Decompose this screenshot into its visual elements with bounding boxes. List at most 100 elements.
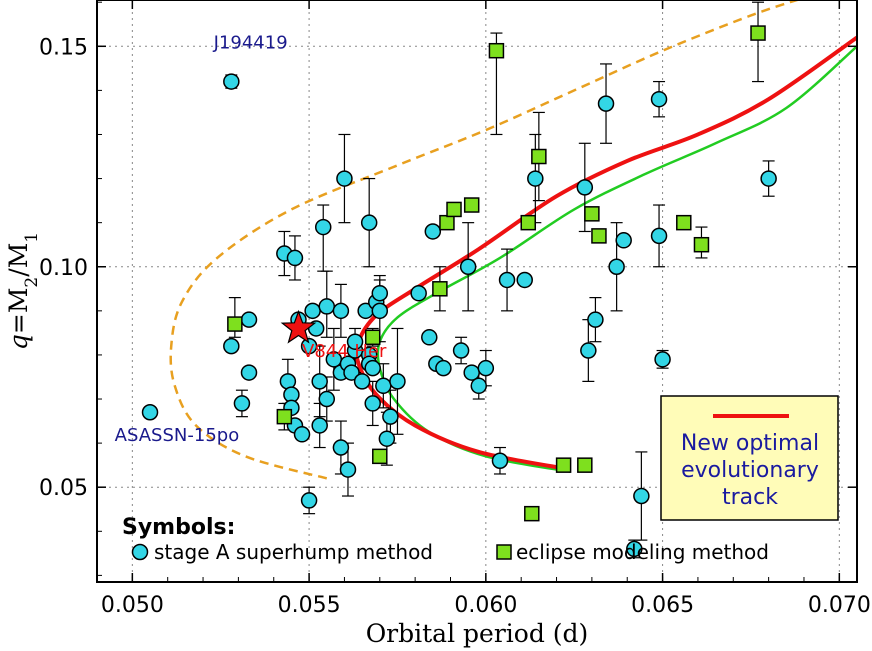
superhump-point [633,487,650,505]
superhump-point [389,373,406,390]
v844-her-star [280,309,317,344]
superhump-point [410,284,427,302]
annotation-label: V844 Her [302,341,387,362]
superhump-point [580,342,597,359]
superhump-point [293,426,311,443]
superhump-point [311,373,328,390]
superhump-point [300,337,318,355]
superhump-point [343,364,360,381]
superhump-point [371,302,389,320]
axis-ticks [97,0,857,582]
track-box-line-2: evolutionary [681,458,819,483]
superhump-point [364,395,381,412]
eclipse-point [524,505,540,522]
highlight-star [280,309,317,344]
superhump-point [360,214,378,231]
legend-entry-eclipse: eclipse modeling method [516,540,769,564]
dashed-boundary-line [169,0,802,480]
superhump-point [223,73,240,90]
superhump-point [346,333,364,350]
eclipse-point [531,148,547,165]
superhump-point [587,311,604,328]
superhump-point [650,90,668,108]
superhump-point [332,302,350,320]
eclipse-point [364,329,381,346]
superhump-point [311,417,328,434]
superhump-point [527,170,544,187]
superhump-point [459,258,477,275]
y-axis-title-m1: /M [4,243,33,277]
eclipse-point [591,228,607,244]
legend: Symbols: stage A superhump method eclips… [122,515,769,564]
superhump-point [332,439,350,456]
superhump-point [576,179,594,196]
superhump-point [477,359,495,377]
superhump-point [760,170,777,187]
x-axis-title: Orbital period (d) [366,619,589,648]
x-tick-label: 0.050 [101,593,164,618]
eclipse-point [463,197,480,213]
y-tick-label: 0.10 [39,256,88,281]
y-tick-label: 0.15 [39,35,88,60]
superhump-point [470,377,488,395]
superhump-point [223,337,240,355]
annotation-label: ASASSN-15po [115,425,240,446]
x-tick-label: 0.065 [631,593,694,618]
superhump-point [233,395,251,412]
y-axis-title-q: q [4,334,33,350]
superhump-point [597,95,615,112]
superhump-point [141,404,159,421]
superhump-point [336,170,353,187]
superhump-point [314,218,332,236]
eclipse-point [432,281,448,297]
annotation-label: J194419 [213,33,288,54]
superhump-point [378,430,396,447]
eclipse-point [693,236,710,253]
track-box-line-3: track [722,485,778,510]
y-axis-title-sub2: 2 [22,277,42,288]
superhump-point [375,377,392,395]
superhump-point [339,461,357,478]
eclipse-point [584,206,600,222]
error-bars [225,1,775,559]
evolutionary-tracks [169,0,857,480]
superhump-point [498,271,516,289]
superhump-point [240,364,258,381]
eclipse-point [750,25,766,41]
superhump-point [240,311,258,328]
eclipse-point [520,214,537,231]
superhump-point [353,373,371,390]
superhump-point [516,271,533,289]
track-legend-box: New optimal evolutionary track [660,395,839,521]
superhump-point [654,351,671,368]
legend-circle-swatch [131,543,149,561]
y-axis-title-m2: =M [4,288,33,335]
superhump-point [371,284,389,302]
legend-title: Symbols: [122,515,235,540]
superhump-point [318,298,336,315]
superhump-point [424,223,442,240]
plot-frame [96,0,858,583]
track-box-line-1: New optimal [681,431,819,456]
superhump-point [626,540,643,558]
legend-square-swatch [496,544,512,560]
superhump-point [382,408,399,425]
superhump-point [421,329,438,346]
superhump-point [435,359,452,377]
superhump-point [650,227,668,245]
data-markers [141,25,777,558]
eclipse-point [577,457,593,473]
superhump-point [318,390,336,408]
superhump-point [608,258,625,275]
x-tick-label: 0.055 [278,593,341,618]
tick-labels: 0.050 0.055 0.060 0.065 0.070 0.05 0.10 0.15 [39,35,871,618]
x-tick-label: 0.070 [808,593,871,618]
x-tick-label: 0.060 [454,593,517,618]
superhump-point [452,342,470,359]
eclipse-point [439,214,455,231]
eclipse-point [276,408,293,425]
legend-entry-superhump: stage A superhump method [154,540,433,564]
eclipse-point [676,214,692,231]
eclipse-point [488,42,505,59]
